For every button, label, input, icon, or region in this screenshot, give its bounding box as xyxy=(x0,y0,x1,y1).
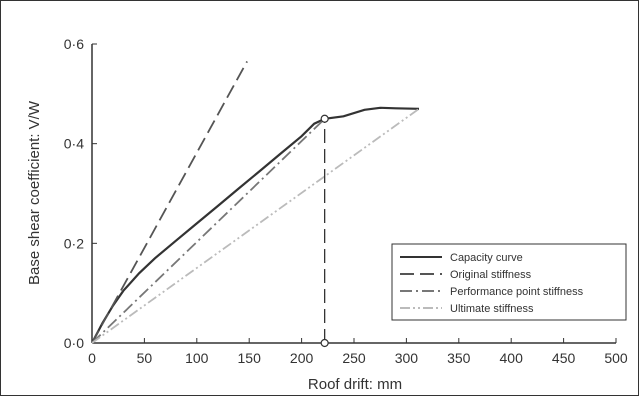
performance-point-marker xyxy=(320,114,329,123)
series-line xyxy=(91,108,420,344)
legend: Capacity curve Original stiffness Performa… xyxy=(391,243,627,321)
series-line xyxy=(91,60,248,344)
legend-label: Original stiffness xyxy=(450,269,532,281)
x-tick-label: 250 xyxy=(342,350,366,366)
y-axis-title: Base shear coefficient: V/W xyxy=(26,100,43,285)
x-tick-label: 450 xyxy=(552,350,576,366)
y-tick-label: 0·2 xyxy=(64,235,84,251)
legend-label: Performance point stiffness xyxy=(450,286,584,298)
x-tick-label: 400 xyxy=(500,350,524,366)
y-tick-label: 0·4 xyxy=(64,136,84,152)
performance-point-marker xyxy=(320,338,329,348)
y-tick-label: 0·0 xyxy=(64,335,84,351)
x-tick-label: 300 xyxy=(395,350,419,366)
y-tick-label: 0·6 xyxy=(64,36,84,52)
x-tick-label: 500 xyxy=(604,350,628,366)
annotations xyxy=(320,114,329,348)
x-tick-label: 100 xyxy=(185,350,209,366)
x-tick-label: 50 xyxy=(137,350,153,366)
x-tick-label: 350 xyxy=(447,350,471,366)
legend-label: Capacity curve xyxy=(450,252,523,264)
x-axis-title: Roof drift: mm xyxy=(308,376,402,393)
series-line xyxy=(91,106,420,344)
legend-label: Ultimate stiffness xyxy=(450,303,534,315)
plot-series xyxy=(91,60,420,344)
ticks: 0 50 100 150 200 250 300 350 400 450 500 0·0 0·2 0·4 0… xyxy=(64,36,628,366)
x-tick-label: 150 xyxy=(238,350,262,366)
series-line xyxy=(91,118,326,344)
x-tick-label: 0 xyxy=(88,350,96,366)
x-tick-label: 200 xyxy=(290,350,314,366)
